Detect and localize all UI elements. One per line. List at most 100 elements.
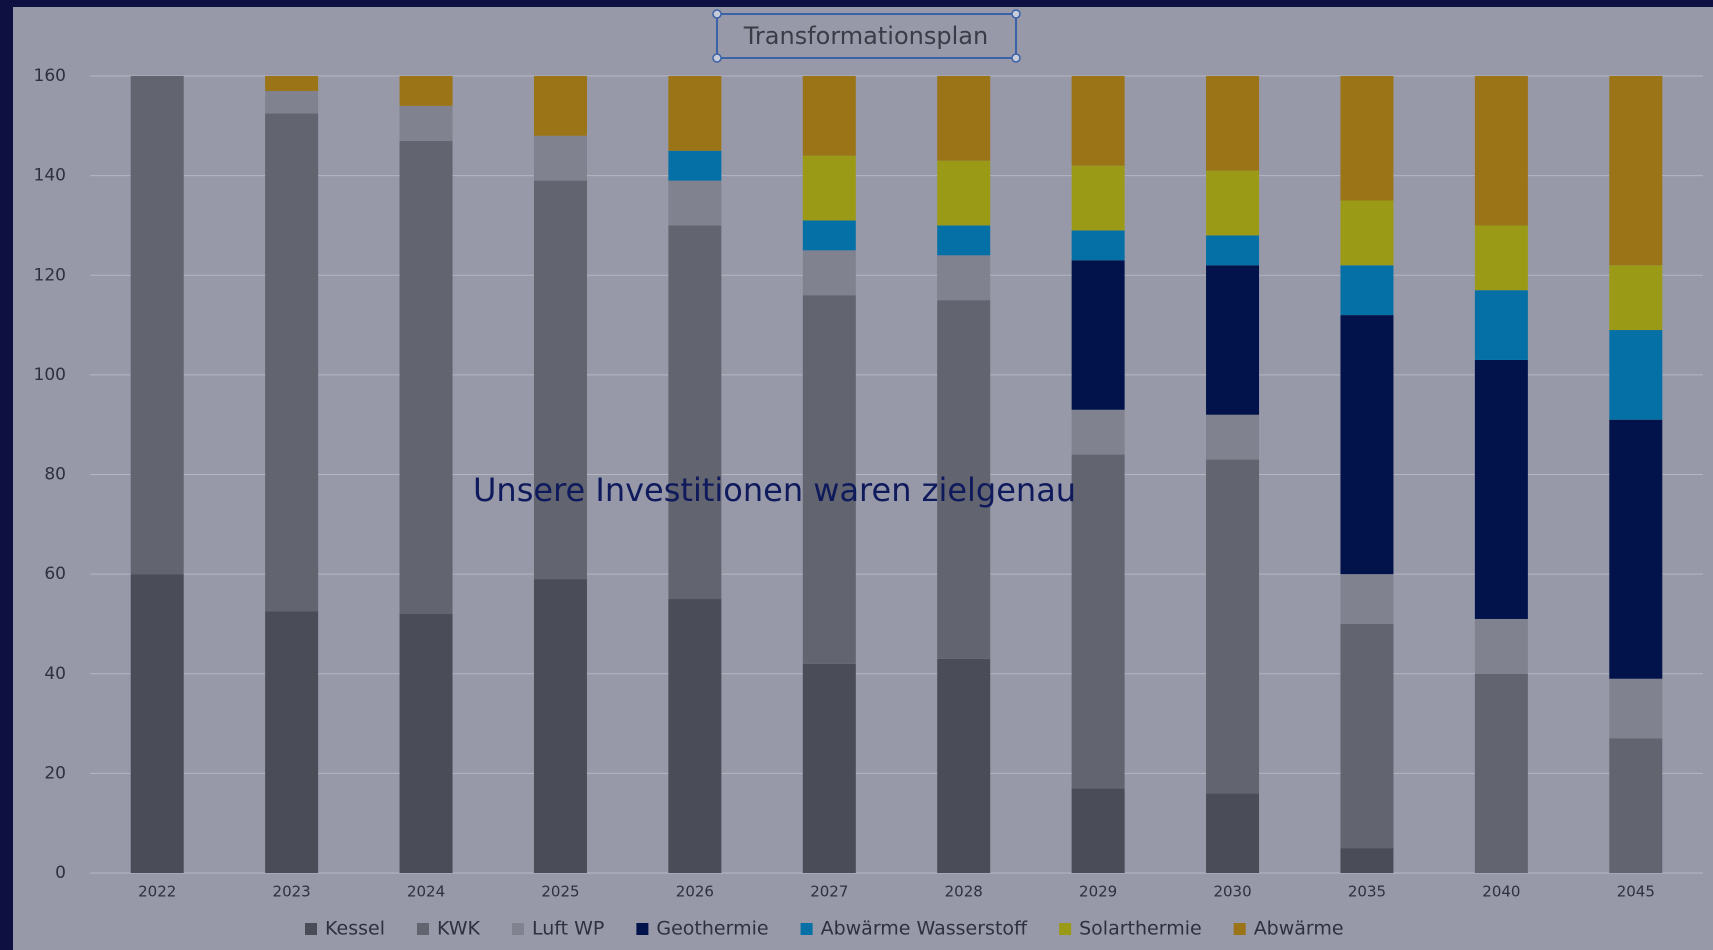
bar-segment	[802, 295, 856, 664]
bar-segment	[1474, 359, 1528, 619]
x-tick-label: 2030	[1213, 883, 1251, 901]
x-tick-label: 2040	[1482, 883, 1520, 901]
bar-segment	[1071, 165, 1125, 231]
bar-segment	[1071, 230, 1125, 261]
title-box	[716, 13, 1017, 59]
y-tick-label: 100	[34, 365, 66, 385]
x-tick-label: 2024	[407, 883, 445, 901]
handle	[712, 53, 722, 63]
y-tick-label: 40	[44, 664, 66, 684]
bar-segment	[937, 658, 991, 873]
x-tick-label: 2027	[810, 883, 848, 901]
bar-segment	[533, 579, 587, 873]
bar-segment	[1206, 76, 1260, 171]
bar-segment	[1609, 76, 1663, 266]
handle	[712, 9, 722, 19]
bar-segment	[1206, 235, 1260, 266]
bar-segment	[533, 180, 587, 580]
x-tick-label: 2028	[945, 883, 983, 901]
bar-segment	[1609, 419, 1663, 679]
y-tick-label: 20	[44, 763, 66, 783]
bar-segment	[1474, 618, 1528, 674]
legend-label: Geothermie	[656, 918, 768, 940]
bar-segment	[265, 611, 319, 873]
bar-segment	[1609, 330, 1663, 420]
legend-label: Abwärme	[1254, 918, 1344, 940]
chart-title: Transformationsplan	[743, 22, 988, 50]
bar-segment	[399, 613, 453, 873]
legend-label: Kessel	[325, 918, 385, 940]
overlay-text: Unsere Investitionen waren zielgenau	[473, 471, 1076, 509]
x-tick-label: 2035	[1348, 883, 1386, 901]
bar-segment	[668, 76, 722, 151]
bar-segment	[1340, 200, 1394, 266]
legend-label: KWK	[437, 918, 481, 940]
bar-segment	[399, 76, 453, 106]
bar-segment	[668, 225, 722, 600]
bar-segment	[1340, 848, 1394, 873]
legend-swatch	[1059, 923, 1072, 935]
bar-segment	[1071, 454, 1125, 789]
legend-swatch	[512, 923, 524, 935]
x-tick-label: 2029	[1079, 883, 1117, 901]
bar-segment	[1474, 673, 1528, 873]
bar-segment	[1206, 265, 1260, 415]
bar-segment	[937, 160, 991, 226]
bar-segment	[399, 140, 453, 614]
bar-segment	[1206, 459, 1260, 794]
bar-segment	[533, 135, 587, 181]
bar-segment	[265, 90, 319, 114]
bar-segment	[1340, 574, 1394, 624]
bar-segment	[265, 113, 319, 612]
legend-label: Abwärme Wasserstoff	[821, 918, 1028, 940]
bar-segment	[1609, 265, 1663, 331]
y-tick-label: 60	[44, 564, 66, 584]
bar-segment	[1071, 409, 1125, 455]
bar-segment	[1340, 76, 1394, 201]
y-tick-label: 160	[34, 66, 66, 86]
bar-segment	[668, 599, 722, 873]
bar-segment	[802, 155, 856, 221]
x-tick-label: 2026	[676, 883, 714, 901]
bar-segment	[1071, 788, 1125, 873]
bar-segment	[1609, 738, 1663, 873]
handle	[1011, 53, 1021, 63]
legend-label: Solarthermie	[1079, 918, 1202, 940]
bar-segment	[1206, 414, 1260, 460]
y-tick-label: 140	[34, 166, 66, 186]
bar-segment	[668, 150, 722, 181]
bar-segment	[1206, 170, 1260, 236]
bar-segment	[937, 300, 991, 659]
y-tick-label: 120	[34, 265, 66, 285]
bar-segment	[1071, 260, 1125, 410]
legend-swatch	[800, 923, 813, 935]
bar-segment	[802, 220, 856, 251]
bar-segment	[1206, 793, 1260, 873]
legend-swatch	[636, 923, 649, 935]
bar-segment	[1609, 678, 1663, 739]
bar-segment	[937, 76, 991, 161]
bar-segment	[1340, 623, 1394, 849]
bar-segment	[130, 76, 184, 575]
bar-segment	[1474, 76, 1528, 226]
bar-segment	[1340, 265, 1394, 316]
bar-segment	[802, 250, 856, 296]
bar-segment	[937, 225, 991, 256]
legend-swatch	[305, 923, 317, 935]
x-tick-label: 2023	[273, 883, 311, 901]
bar-segment	[130, 574, 184, 873]
y-tick-label: 0	[55, 863, 66, 883]
legend-swatch	[416, 923, 429, 935]
bar-segment	[937, 255, 991, 301]
bar-segment	[668, 180, 722, 226]
bar-segment	[1474, 225, 1528, 291]
bar-segment	[802, 76, 856, 156]
x-tick-label: 2025	[541, 883, 579, 901]
bar-segment	[533, 76, 587, 136]
bar-segment	[265, 76, 319, 91]
handle	[1011, 9, 1021, 19]
x-tick-label: 2045	[1617, 883, 1655, 901]
bar-segment	[1474, 290, 1528, 360]
